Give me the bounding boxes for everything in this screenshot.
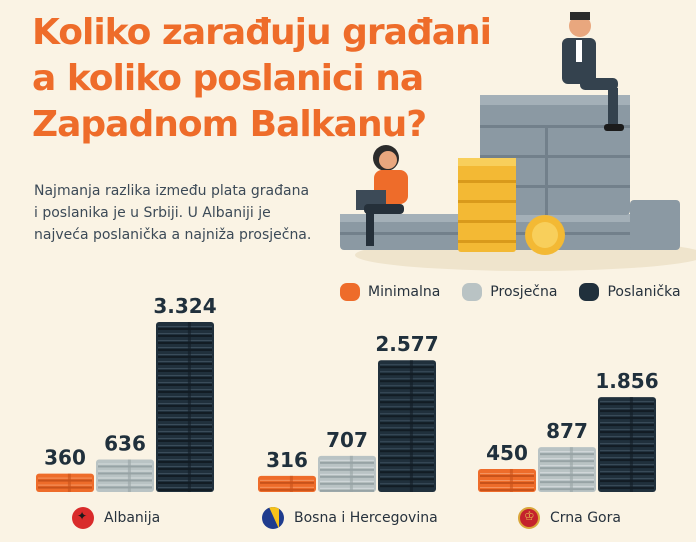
bar-bosna-i-hercegovina-prosjecna [318,455,376,492]
country-label-bih: Bosna i Hercegovina [262,507,438,529]
value-label-bosna-i-hercegovina-minimalna: 316 [266,448,308,472]
man-sitting [562,12,624,131]
title-line-3: Zapadnom Balkanu? [32,104,427,145]
legend-item-poslanicka: Poslanička [579,283,681,301]
title-line-2: a koliko poslanici na [32,58,424,99]
legend-item-minimalna: Minimalna [340,283,440,301]
legend-label-prosjecna: Prosječna [490,284,558,300]
title-line-1: Koliko zarađuju građani [32,12,492,53]
value-label-crna-gora-minimalna: 450 [486,441,528,465]
subtitle-line-3: najveća poslanička a najniža prosječna. [34,227,312,243]
value-label-bosna-i-hercegovina-prosjecna: 707 [326,428,368,452]
subtitle-line-2: i poslanika je u Srbiji. U Albaniji je [34,205,271,221]
bar-crna-gora-poslanicka [598,397,656,492]
legend-label-minimalna: Minimalna [368,284,441,300]
value-label-albanija-poslanicka: 3.324 [153,294,216,318]
legend-item-prosjecna: Prosječna [462,283,557,301]
woman-with-laptop [356,145,408,246]
page-title: Koliko zarađuju građani a koliko poslani… [32,10,492,148]
bar-albanija-poslanicka [156,322,214,492]
subtitle-line-1: Najmanja razlika između plata građana [34,183,310,199]
salary-bar-chart: 360 636 3.324 316 707 2.577 450 877 1.856 [36,294,659,492]
country-name-bih: Bosna i Hercegovina [294,510,438,526]
bar-bosna-i-hercegovina-minimalna [258,475,316,492]
money-illustration [340,12,696,271]
subtitle: Najmanja razlika između plata građana i … [34,180,311,246]
value-label-bosna-i-hercegovina-poslanicka: 2.577 [375,332,438,356]
bar-crna-gora-prosjecna [538,447,596,492]
chart-legend: Minimalna Prosječna Poslanička [340,283,696,301]
albania-flag-icon [72,507,94,529]
country-label-crna-gora: Crna Gora [518,507,621,529]
bar-crna-gora-minimalna [478,468,536,492]
bosnia-flag-icon [262,507,284,529]
legend-swatch-poslanicka [579,283,600,301]
value-label-crna-gora-prosjecna: 877 [546,419,588,443]
value-label-albanija-prosjecna: 636 [104,431,146,455]
value-label-albanija-minimalna: 360 [44,446,86,470]
bar-bosna-i-hercegovina-poslanicka [378,360,436,492]
montenegro-flag-icon [518,507,540,529]
country-name-albanija: Albanija [104,510,161,526]
legend-swatch-prosjecna [462,283,483,301]
legend-label-poslanicka: Poslanička [607,284,681,300]
bar-albanija-minimalna [36,473,94,492]
country-name-crna-gora: Crna Gora [550,510,621,526]
coin-stack [458,158,565,255]
country-label-albanija: Albanija [72,507,160,529]
value-label-crna-gora-poslanicka: 1.856 [595,369,658,393]
bar-albanija-prosjecna [96,459,154,492]
legend-swatch-minimalna [340,283,360,301]
